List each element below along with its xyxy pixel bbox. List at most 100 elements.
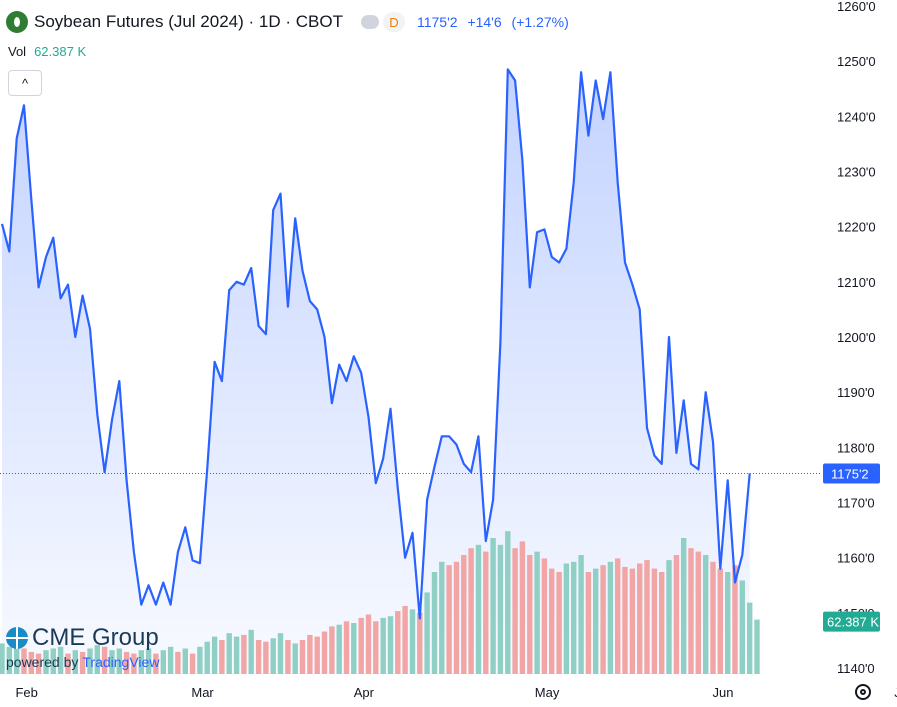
volume-bar bbox=[527, 555, 533, 674]
volume-bar bbox=[600, 565, 606, 674]
volume-bar bbox=[351, 623, 357, 674]
volume-bar bbox=[123, 651, 130, 674]
volume-bar bbox=[343, 621, 350, 674]
volume-bar bbox=[72, 650, 78, 674]
volume-bar bbox=[439, 561, 445, 674]
volume-bar bbox=[145, 648, 152, 674]
collapse-legend-button[interactable]: ^ bbox=[8, 70, 42, 96]
y-tick-label: 1170'0 bbox=[837, 496, 875, 511]
volume-bar bbox=[739, 580, 745, 674]
volume-bar bbox=[167, 646, 174, 674]
volume-bar bbox=[549, 568, 555, 674]
volume-bar bbox=[512, 548, 518, 674]
volume-bar bbox=[497, 544, 504, 674]
tradingview-brand: TradingView bbox=[82, 654, 160, 670]
price-change: +14'6 bbox=[467, 14, 502, 30]
volume-bar bbox=[717, 568, 723, 674]
volume-bar bbox=[659, 572, 665, 674]
volume-bar bbox=[710, 561, 716, 674]
volume-bar bbox=[79, 651, 86, 674]
volume-bar bbox=[475, 544, 482, 674]
volume-bar bbox=[409, 609, 416, 674]
volume-value: 62.387 K bbox=[34, 44, 87, 59]
x-tick-label: Jun bbox=[713, 685, 734, 700]
y-tick-label: 1180'0 bbox=[837, 440, 875, 455]
volume-bar bbox=[651, 568, 658, 674]
volume-bar bbox=[116, 648, 122, 674]
volume-bar bbox=[695, 551, 701, 674]
y-tick-label: 1240'0 bbox=[837, 109, 876, 124]
y-tick-label: 1210'0 bbox=[837, 275, 876, 290]
volume-bar bbox=[747, 602, 753, 674]
cme-group-logo: CME Group bbox=[6, 624, 159, 652]
price-area-fill bbox=[2, 69, 750, 674]
visibility-toggle-icon[interactable] bbox=[360, 15, 379, 29]
volume-bar bbox=[204, 641, 210, 674]
volume-bar bbox=[299, 640, 306, 674]
last-price-axis-label: 1175'2 bbox=[831, 467, 869, 482]
volume-bar bbox=[28, 651, 34, 674]
volume-bar bbox=[0, 643, 5, 674]
volume-bar bbox=[556, 572, 562, 674]
y-tick-label: 1250'0 bbox=[837, 54, 876, 69]
chart-settings-icon[interactable] bbox=[855, 684, 871, 700]
volume-bar bbox=[358, 617, 364, 674]
volume-bar bbox=[277, 633, 284, 674]
volume-bar bbox=[270, 638, 276, 674]
volume-bar bbox=[681, 538, 687, 674]
volume-bar bbox=[226, 633, 232, 674]
volume-bar bbox=[321, 631, 328, 674]
volume-bar bbox=[483, 551, 489, 674]
last-volume-axis-label: 62.387 K bbox=[827, 615, 879, 630]
y-tick-label: 1230'0 bbox=[837, 165, 876, 180]
volume-bar bbox=[109, 650, 115, 674]
volume-bar bbox=[629, 568, 636, 674]
price-change-percent: (+1.27%) bbox=[511, 14, 569, 30]
y-tick-label: 1220'0 bbox=[837, 220, 876, 235]
volume-bar bbox=[307, 634, 313, 674]
x-tick-label: Apr bbox=[354, 685, 375, 700]
volume-bar bbox=[292, 643, 298, 674]
y-tick-label: 1140'0 bbox=[837, 661, 875, 676]
y-tick-label: 1160'0 bbox=[837, 551, 875, 566]
volume-bar bbox=[6, 646, 12, 674]
volume-bar bbox=[329, 626, 335, 674]
volume-bar bbox=[263, 641, 269, 674]
price-quote: 1175'2 +14'6 (+1.27%) bbox=[417, 14, 575, 30]
volume-bar bbox=[461, 555, 467, 674]
volume-bar bbox=[585, 572, 592, 674]
chevron-up-icon: ^ bbox=[21, 75, 29, 91]
price-line bbox=[0, 68, 751, 620]
volume-bar bbox=[131, 653, 137, 674]
volume-bar bbox=[182, 648, 188, 674]
y-tick-label: 1190'0 bbox=[837, 385, 875, 400]
volume-bar bbox=[725, 572, 731, 674]
powered-by-text: powered by TradingView bbox=[6, 654, 159, 670]
volume-bar bbox=[688, 548, 694, 674]
volume-bar bbox=[35, 653, 42, 674]
volume-legend: Vol 62.387 K bbox=[8, 44, 86, 59]
delay-badge[interactable]: D bbox=[382, 12, 405, 32]
volume-bar bbox=[534, 551, 540, 674]
volume-bar bbox=[519, 541, 526, 674]
volume-bar bbox=[94, 645, 100, 674]
volume-bar bbox=[14, 645, 20, 674]
volume-bar bbox=[50, 648, 56, 674]
symbol-title[interactable]: Soybean Futures (Jul 2024) · 1D · CBOT bbox=[34, 12, 343, 31]
volume-bar bbox=[211, 636, 218, 674]
volume-bar bbox=[395, 611, 401, 674]
volume-bar bbox=[490, 538, 496, 674]
volume-bar bbox=[644, 560, 650, 674]
volume-bar bbox=[43, 650, 49, 674]
chart-header: Soybean Futures (Jul 2024) · 1D · CBOT D… bbox=[6, 10, 575, 34]
y-tick-label: 1200'0 bbox=[837, 330, 876, 345]
x-tick-label: Jul bbox=[894, 685, 897, 700]
volume-bar bbox=[615, 558, 621, 674]
volume-bar bbox=[380, 617, 386, 674]
volume-bar bbox=[431, 572, 438, 674]
volume-bar bbox=[402, 606, 408, 674]
cme-tradingview-logo: CME Group powered by TradingView bbox=[6, 624, 159, 670]
volume-bar bbox=[101, 646, 108, 674]
volume-bar bbox=[578, 555, 584, 674]
